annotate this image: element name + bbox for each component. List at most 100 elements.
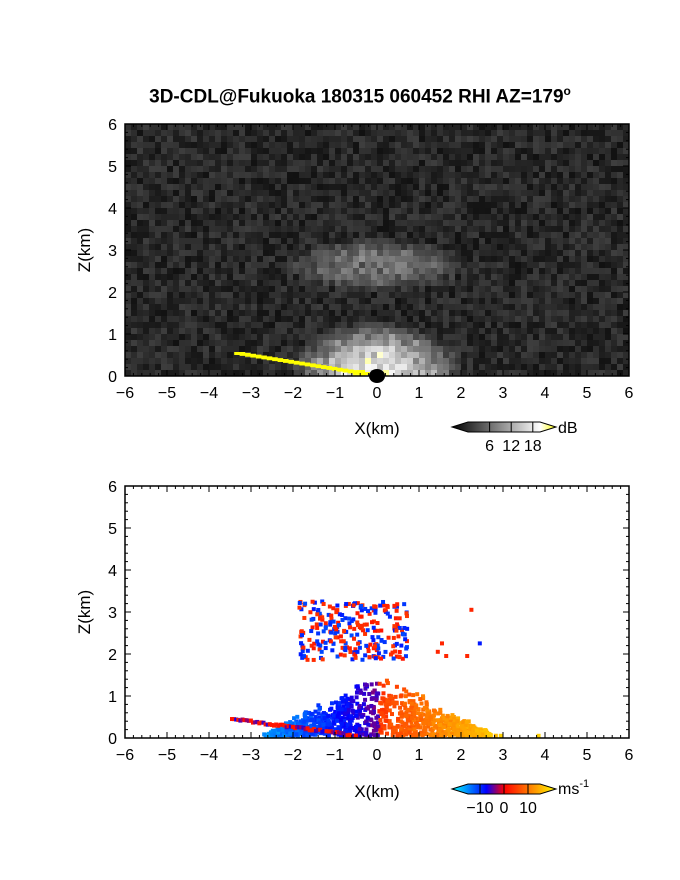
intensity-pixel [365,286,371,292]
intensity-pixel [173,238,179,244]
intensity-pixel [617,178,623,184]
intensity-pixel [431,304,437,310]
intensity-pixel [131,334,137,340]
intensity-pixel [461,286,467,292]
intensity-pixel [533,190,539,196]
intensity-pixel [545,124,551,130]
intensity-pixel [401,124,407,130]
intensity-pixel [533,178,539,184]
y-tick-label: 6 [108,117,117,134]
intensity-pixel [617,202,623,208]
intensity-pixel [587,334,593,340]
intensity-pixel [257,232,263,238]
intensity-pixel [587,274,593,280]
intensity-pixel [509,304,515,310]
intensity-pixel [479,148,485,154]
intensity-pixel [461,322,467,328]
intensity-pixel [611,202,617,208]
intensity-pixel [191,154,197,160]
intensity-pixel [353,304,359,310]
intensity-pixel [419,316,425,322]
intensity-pixel [155,208,161,214]
intensity-pixel [473,154,479,160]
intensity-pixel [623,280,629,286]
intensity-pixel [335,148,341,154]
intensity-pixel [515,268,521,274]
intensity-pixel [425,352,431,358]
intensity-pixel [587,214,593,220]
intensity-pixel [605,262,611,268]
intensity-pixel [431,166,437,172]
intensity-pixel [497,166,503,172]
intensity-pixel [557,232,563,238]
intensity-pixel [443,202,449,208]
intensity-pixel [191,136,197,142]
intensity-pixel [377,334,383,340]
intensity-pixel [317,250,323,256]
intensity-pixel [335,334,341,340]
intensity-pixel [269,208,275,214]
intensity-pixel [323,148,329,154]
intensity-pixel [413,196,419,202]
intensity-pixel [209,280,215,286]
intensity-pixel [281,286,287,292]
intensity-pixel [401,142,407,148]
intensity-pixel [479,274,485,280]
intensity-pixel [251,286,257,292]
intensity-pixel [455,226,461,232]
velocity-pixel [343,707,348,712]
intensity-pixel [557,178,563,184]
velocity-pixel [371,728,376,733]
intensity-pixel [521,172,527,178]
intensity-pixel [341,334,347,340]
intensity-pixel [329,358,335,364]
intensity-pixel [335,316,341,322]
intensity-pixel [251,166,257,172]
intensity-pixel [197,244,203,250]
intensity-pixel [239,304,245,310]
velocity-pixel [326,729,331,734]
intensity-pixel [293,352,299,358]
intensity-pixel [347,328,353,334]
intensity-pixel [185,244,191,250]
intensity-pixel [233,220,239,226]
velocity-pixels [230,599,541,738]
intensity-pixel [263,148,269,154]
velocity-pixel [316,703,321,708]
intensity-pixel [593,334,599,340]
intensity-pixel [173,256,179,262]
velocity-pixel [359,690,364,695]
intensity-pixel [179,190,185,196]
intensity-pixel [203,292,209,298]
velocity-pixel [311,727,316,732]
intensity-pixel [275,328,281,334]
intensity-pixel [299,316,305,322]
intensity-pixel [221,358,227,364]
intensity-pixel [509,196,515,202]
intensity-pixel [365,202,371,208]
intensity-pixel [203,124,209,130]
intensity-pixel [437,322,443,328]
intensity-pixel [545,130,551,136]
velocity-pixel [403,713,408,718]
intensity-pixel [617,220,623,226]
intensity-pixel [191,148,197,154]
intensity-pixel [263,256,269,262]
intensity-pixel [569,184,575,190]
intensity-pixel [419,196,425,202]
intensity-pixel [389,238,395,244]
intensity-pixel [341,298,347,304]
intensity-pixel [221,238,227,244]
intensity-pixel [521,244,527,250]
intensity-pixel [149,184,155,190]
intensity-pixel [251,292,257,298]
intensity-pixel [263,310,269,316]
intensity-pixel [317,124,323,130]
intensity-pixel [569,220,575,226]
intensity-pixel [515,310,521,316]
intensity-pixel [191,274,197,280]
intensity-pixel [509,322,515,328]
intensity-pixel [281,226,287,232]
intensity-pixel [227,286,233,292]
intensity-pixel [191,124,197,130]
